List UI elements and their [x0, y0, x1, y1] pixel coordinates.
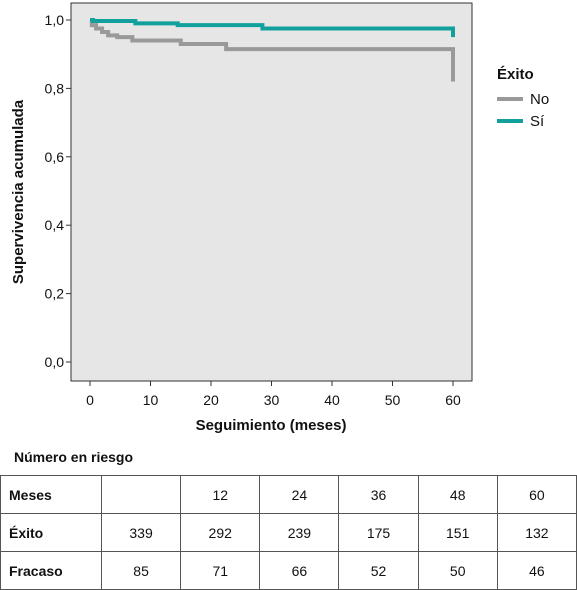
- risk-table-title: Número en riesgo: [14, 449, 134, 465]
- row-header: Fracaso: [0, 551, 102, 590]
- table-cell: 50: [417, 551, 498, 590]
- x-tick-label: 60: [445, 392, 461, 408]
- table-cell: 85: [100, 551, 182, 590]
- table-row: Meses 12 24 36 48 60: [0, 475, 577, 514]
- legend-title: Éxito: [497, 66, 534, 83]
- table-cell: [100, 475, 182, 514]
- y-tick-label: 0,6: [45, 149, 65, 165]
- legend-label: Sí: [530, 113, 545, 130]
- table-cell: 52: [338, 551, 419, 590]
- y-tick-label: 0,0: [45, 354, 65, 370]
- table-cell: 339: [100, 513, 182, 552]
- x-tick-label: 30: [264, 392, 280, 408]
- x-tick-label: 50: [385, 392, 401, 408]
- y-tick-label: 1,0: [45, 12, 65, 28]
- legend-label: No: [530, 91, 549, 108]
- legend: Éxito No Sí: [497, 66, 549, 130]
- table-cell: 66: [259, 551, 340, 590]
- table-cell: 48: [417, 475, 498, 514]
- table-cell: 36: [338, 475, 419, 514]
- table-cell: 71: [180, 551, 261, 590]
- table-cell: 239: [259, 513, 340, 552]
- table-cell: 292: [180, 513, 261, 552]
- table-cell: 24: [259, 475, 340, 514]
- x-tick-label: 10: [143, 392, 159, 408]
- risk-table: Meses 12 24 36 48 60 Éxito 339 292 239 1…: [0, 475, 577, 590]
- table-row: Fracaso 85 71 66 52 50 46: [0, 551, 577, 590]
- series-line-si: [90, 18, 455, 38]
- table-cell: 46: [496, 551, 577, 590]
- x-tick-label: 40: [324, 392, 340, 408]
- y-tick-label: 0,8: [45, 80, 65, 96]
- series-layer: [89, 18, 455, 82]
- plot-area: [70, 2, 473, 382]
- table-cell: 175: [338, 513, 419, 552]
- y-tick-label: 0,4: [45, 217, 65, 233]
- x-axis-label: Seguimiento (meses): [196, 417, 347, 434]
- x-tick-label: 0: [86, 392, 94, 408]
- y-tick-label: 0,2: [45, 286, 65, 302]
- y-axis-label: Supervivencia acumulada: [10, 99, 27, 284]
- table-row: Éxito 339 292 239 175 151 132: [0, 513, 577, 552]
- x-tick-label: 20: [203, 392, 219, 408]
- table-cell: 12: [180, 475, 261, 514]
- survival-chart: 0,0 0,2 0,4 0,6 0,8 1,0 0 10 20 30 40 50 60 Seguimi…: [10, 2, 549, 434]
- table-cell: 151: [417, 513, 498, 552]
- y-axis: 0,0 0,2 0,4 0,6 0,8 1,0: [45, 12, 71, 370]
- row-header: Meses: [0, 475, 102, 514]
- series-line-no: [89, 18, 455, 82]
- table-cell: 132: [496, 513, 577, 552]
- table-cell: 60: [496, 475, 577, 514]
- x-axis: 0 10 20 30 40 50 60: [86, 381, 461, 408]
- row-header: Éxito: [0, 513, 102, 552]
